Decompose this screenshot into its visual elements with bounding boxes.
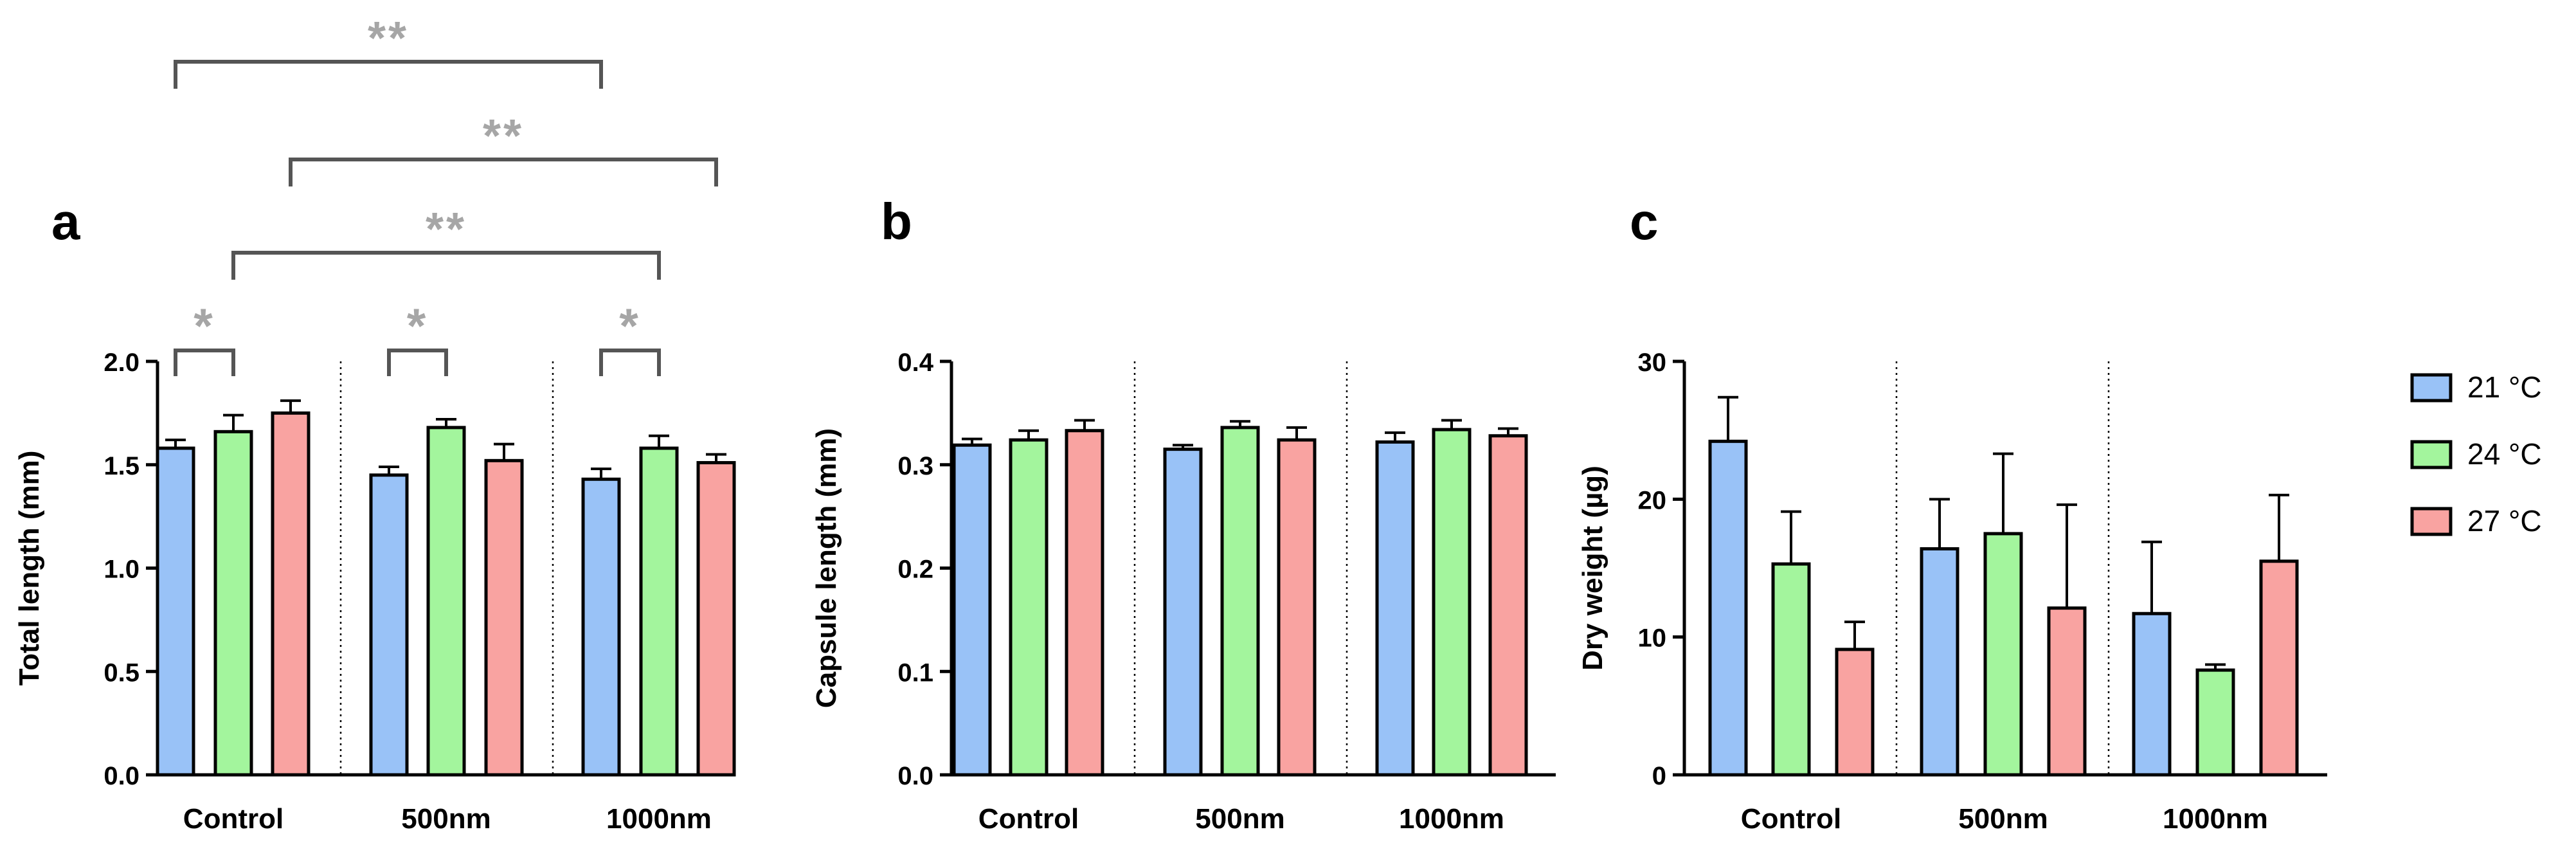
legend: 21 °C 24 °C 27 °C: [2410, 370, 2542, 538]
panel-letter-a: a: [51, 193, 80, 250]
x-tick-label: 1000nm: [606, 803, 712, 835]
x-tick-label: Control: [978, 803, 1079, 835]
panel-letter-c: c: [1630, 193, 1659, 250]
bar-Control-24C: [213, 430, 253, 777]
y-tick-label: 2.0: [104, 349, 140, 377]
y-tick-label: 0.2: [897, 556, 933, 584]
bar-Control-27C: [1065, 429, 1104, 777]
bar-500nm-27C: [1277, 438, 1317, 777]
bar-1000nm-21C: [581, 477, 621, 777]
x-tick-label: Control: [1741, 803, 1841, 835]
x-tick-label: Control: [183, 803, 284, 835]
panel-a: a Total length (mm) 0.0 0.5 1.0 1.5 2.0 Control…: [14, 13, 736, 835]
bar-Control-27C: [1835, 648, 1875, 777]
bar-Control-24C: [1771, 562, 1811, 777]
significance-label: **: [368, 13, 409, 64]
bar-500nm-24C: [1983, 532, 2023, 777]
y-tick-label: 0: [1652, 762, 1666, 790]
bar-1000nm-21C: [2132, 612, 2172, 777]
bar-Control-21C: [952, 443, 992, 777]
significance-label: **: [426, 204, 467, 255]
significance-bracket: [599, 349, 661, 376]
bar-Control-24C: [1009, 438, 1049, 777]
bar-500nm-24C: [426, 426, 466, 777]
bar-500nm-27C: [484, 458, 524, 777]
y-tick-label: 0.0: [104, 762, 140, 790]
panel-letter-b: b: [881, 193, 912, 250]
legend-label: 21 °C: [2467, 370, 2542, 404]
bar-1000nm-24C: [2195, 668, 2235, 777]
bar-1000nm-27C: [1488, 434, 1528, 777]
bar-500nm-21C: [1920, 547, 1959, 777]
legend-swatch: [2410, 373, 2453, 403]
y-tick-label: 10: [1638, 624, 1667, 653]
panel-c: c Dry weight (µg) 0 10 20 30 Control 500nm 1000n…: [1577, 193, 2327, 835]
bar-Control-27C: [271, 411, 311, 777]
bar-1000nm-27C: [696, 461, 736, 777]
y-tick-label: 1.5: [104, 452, 140, 480]
y-tick-label: 30: [1638, 349, 1667, 377]
x-tick-label: 500nm: [401, 803, 491, 835]
panel-b: b Capsule length (mm) 0.0 0.1 0.2 0.3 0.4 Contr…: [811, 193, 1556, 835]
y-tick-label: 0.0: [897, 762, 933, 790]
significance-label: *: [407, 299, 429, 354]
y-tick-label: 0.1: [897, 658, 933, 687]
y-axis-label: Capsule length (mm): [811, 428, 842, 708]
bar-1000nm-24C: [639, 446, 679, 777]
bar-Control-21C: [1708, 439, 1748, 777]
x-tick-label: 500nm: [1958, 803, 2048, 835]
significance-label: *: [619, 299, 641, 354]
bar-500nm-21C: [369, 473, 409, 777]
bar-1000nm-21C: [1375, 440, 1415, 777]
legend-label: 24 °C: [2467, 437, 2542, 471]
significance-bracket: [231, 251, 661, 280]
legend-swatch: [2410, 440, 2453, 469]
significance-bracket: [174, 60, 603, 89]
y-tick-label: 1.0: [104, 556, 140, 584]
x-tick-label: 500nm: [1195, 803, 1284, 835]
significance-bracket: [387, 349, 448, 376]
bar-Control-21C: [156, 446, 195, 777]
legend-swatch: [2410, 507, 2453, 536]
bar-500nm-27C: [2047, 606, 2087, 777]
significance-bracket: [289, 158, 718, 186]
significance-bracket: [174, 349, 235, 376]
x-tick-label: 1000nm: [2163, 803, 2268, 835]
y-tick-label: 0.3: [897, 452, 933, 480]
bar-1000nm-24C: [1432, 428, 1472, 777]
legend-label: 27 °C: [2467, 504, 2542, 538]
bar-500nm-24C: [1220, 426, 1260, 777]
y-axis-label: Dry weight (µg): [1577, 466, 1608, 671]
significance-label: **: [483, 111, 524, 162]
bar-1000nm-27C: [2259, 559, 2299, 777]
bar-500nm-21C: [1163, 448, 1203, 777]
y-tick-label: 20: [1638, 486, 1667, 514]
significance-label: *: [194, 299, 215, 354]
y-tick-label: 0.4: [897, 349, 933, 377]
y-axis-label: Total length (mm): [14, 451, 45, 686]
y-tick-label: 0.5: [104, 658, 140, 687]
x-tick-label: 1000nm: [1399, 803, 1504, 835]
